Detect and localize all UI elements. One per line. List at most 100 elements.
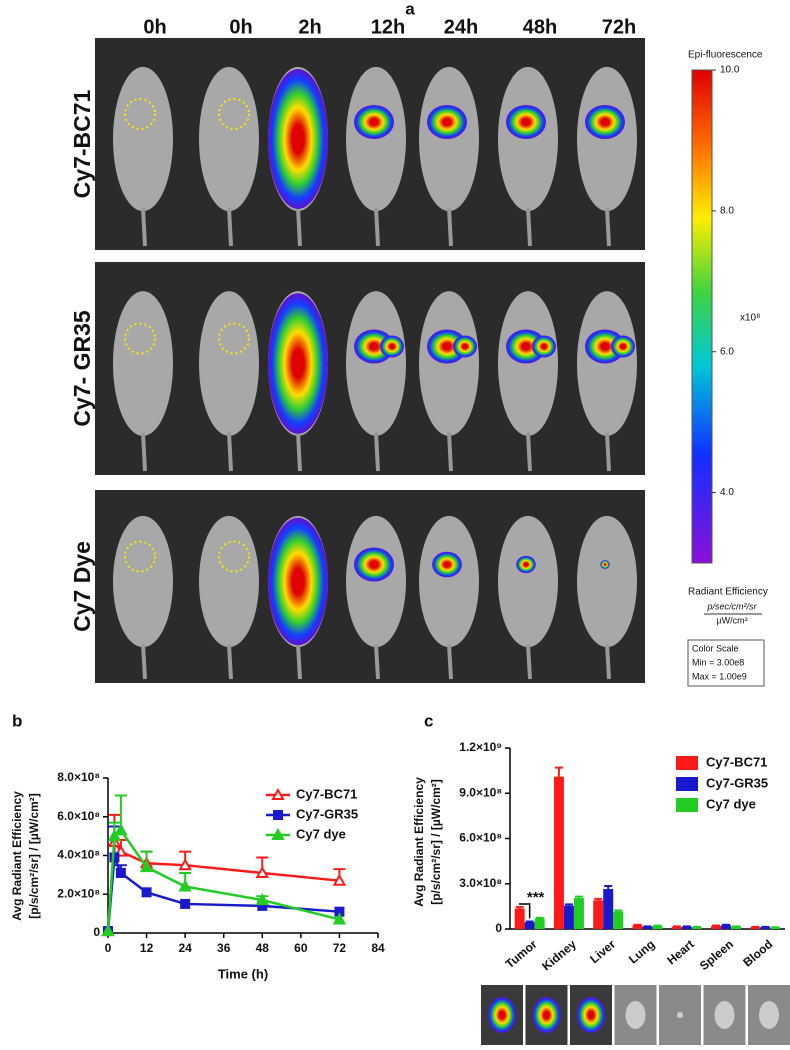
y-tick-label: 3.0×10⁸: [459, 876, 502, 890]
organ-signal: [488, 997, 516, 1033]
error-bar: [564, 903, 573, 906]
y-axis-title: [p/s/cm²/sr] / [µW/cm²]: [27, 793, 41, 919]
mouse: [419, 515, 479, 648]
mouse-tail: [605, 432, 611, 472]
time-label: 0h: [143, 16, 166, 38]
y-tick-label: 0: [495, 921, 502, 935]
tumor-marker: [218, 322, 250, 355]
bar: [524, 922, 535, 929]
signal: [354, 105, 394, 139]
x-tick-label: Kidney: [539, 937, 579, 974]
mouse: [346, 66, 406, 212]
tumor-marker: [218, 98, 250, 130]
mouse-tail: [227, 207, 233, 247]
y-tick-label: 1.2×10⁹: [459, 740, 502, 754]
colorbar-title: Epi-fluorescence: [688, 50, 763, 61]
data-point: [101, 924, 115, 937]
bar: [671, 926, 682, 929]
x-tick-label: Heart: [664, 937, 697, 967]
data-point: [114, 823, 128, 836]
color-scale-max: Max = 1.00e9: [692, 671, 747, 681]
tumor-marker: [124, 322, 156, 355]
colorbar-tick-label: 10.0: [720, 65, 740, 76]
row-label: Cy7-BC71: [69, 89, 95, 198]
mouse-tail: [227, 644, 233, 680]
mouse: [577, 66, 637, 212]
y-axis-title: Avg Radiant Efficiency: [412, 777, 426, 907]
signal: [506, 105, 546, 139]
mouse: [498, 515, 558, 648]
y-tick-label: 4.0×10⁸: [57, 848, 100, 862]
x-tick-label: Lung: [626, 937, 657, 967]
y-tick-label: 6.0×10⁸: [57, 809, 100, 823]
panel-label: b: [12, 711, 22, 730]
colorbar-tick-label: 6.0: [720, 346, 734, 357]
legend-marker: [273, 810, 283, 820]
row-label: Cy7- GR35: [69, 310, 95, 427]
imaging-panel: [95, 38, 645, 683]
x-tick-label: 72: [333, 941, 347, 955]
y-axis-title: [p/s/cm²/sr] / [µW/cm²]: [429, 779, 443, 905]
data-point: [180, 898, 191, 909]
bar: [573, 898, 584, 929]
legend-label: Cy7 dye: [296, 826, 346, 841]
error-bar: [525, 920, 534, 923]
signal: [506, 329, 546, 364]
tumor-marker: [124, 540, 156, 573]
mouse-tail: [374, 644, 380, 680]
legend-swatch: [676, 798, 698, 812]
error-bar: [594, 897, 603, 901]
bar: [613, 911, 624, 929]
mouse-tail: [526, 644, 532, 680]
x-tick-label: Blood: [740, 937, 775, 970]
legend-label: Cy7-GR35: [706, 775, 768, 790]
signal: [585, 329, 625, 364]
unit-denominator: µW/cm²: [716, 615, 747, 625]
time-label: 2h: [298, 16, 321, 38]
organ-signal: [577, 997, 605, 1033]
x-tick-label: 48: [256, 941, 270, 955]
panel-label: a: [405, 0, 415, 18]
x-tick-label: Spleen: [697, 937, 736, 973]
bar: [681, 926, 692, 929]
mouse: [113, 66, 173, 212]
colorbar-multiplier: x10⁸: [740, 313, 760, 324]
panel-label: c: [424, 711, 433, 730]
data-point: [178, 858, 192, 871]
data-point: [255, 893, 269, 906]
bar: [721, 925, 732, 929]
mouse-tail: [227, 432, 233, 472]
mouse: [498, 66, 558, 212]
organ: [677, 1012, 683, 1018]
error-bar: [535, 916, 544, 919]
y-tick-label: 9.0×10⁸: [459, 785, 502, 799]
color-scale-title: Color Scale: [692, 643, 739, 653]
x-tick-label: 60: [294, 941, 308, 955]
bar: [691, 927, 702, 929]
unit-numerator: p/sec/cm²/sr: [706, 601, 757, 611]
mouse-tail: [526, 432, 532, 472]
x-tick-label: 12: [140, 941, 154, 955]
y-tick-label: 8.0×10⁸: [57, 770, 100, 784]
mouse: [346, 291, 406, 436]
y-tick-label: 2.0×10⁸: [57, 886, 100, 900]
time-label: 12h: [371, 16, 405, 38]
legend-swatch: [676, 756, 698, 770]
data-point: [255, 865, 269, 878]
unit-title: Radiant Efficiency: [688, 587, 768, 598]
mouse-tail: [605, 207, 611, 247]
bar: [642, 926, 653, 929]
legend-label: Cy7-BC71: [706, 754, 767, 769]
signal: [516, 555, 536, 574]
signal: [354, 329, 394, 364]
signal: [427, 329, 467, 364]
x-tick-label: 0: [105, 941, 112, 955]
data-point: [141, 887, 152, 898]
mouse-tail: [526, 207, 532, 247]
error-bar: [554, 766, 563, 777]
organ-signal: [532, 997, 561, 1033]
significance-bracket: [518, 903, 531, 919]
organ: [759, 1001, 779, 1029]
tumor-marker: [124, 98, 156, 130]
